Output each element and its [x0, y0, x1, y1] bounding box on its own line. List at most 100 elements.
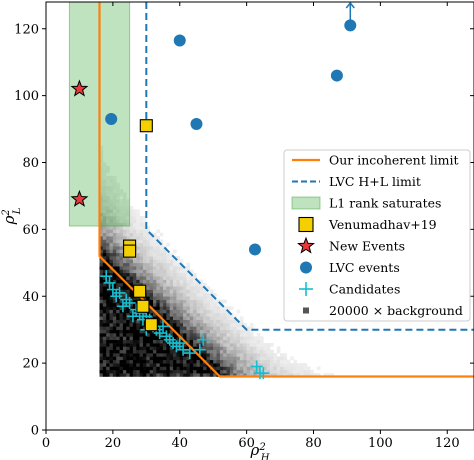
- background-cell: [213, 349, 217, 354]
- background-cell: [236, 356, 241, 361]
- background-cell: [219, 299, 224, 304]
- background-cell: [159, 272, 164, 277]
- legend-item-new_events: New Events: [297, 236, 405, 254]
- background-cell: [119, 369, 124, 374]
- background-cell: [303, 363, 308, 367]
- background-cell: [193, 306, 197, 310]
- background-cell: [156, 276, 160, 280]
- background-cell: [112, 232, 117, 237]
- background-cell: [296, 366, 301, 371]
- background-cell: [126, 205, 130, 210]
- background-cell: [132, 319, 137, 324]
- background-cell: [173, 346, 177, 351]
- background-cell: [236, 309, 241, 314]
- background-cell: [183, 359, 187, 364]
- background-cell: [136, 356, 140, 361]
- background-cell: [169, 302, 174, 307]
- background-cell: [229, 349, 234, 354]
- background-cell: [256, 363, 261, 367]
- background-cell: [286, 373, 291, 377]
- background-cell: [149, 266, 154, 270]
- background-cell: [99, 179, 104, 183]
- background-cell: [193, 296, 197, 300]
- background-cell: [99, 239, 104, 244]
- background-cell: [176, 266, 181, 270]
- background-cell: [126, 232, 130, 237]
- background-cell: [290, 373, 294, 377]
- background-cell: [209, 353, 214, 357]
- background-cell: [122, 276, 127, 280]
- background-cell: [179, 346, 184, 351]
- background-cell: [203, 306, 207, 310]
- background-cell: [122, 289, 127, 294]
- background-cell: [213, 323, 217, 327]
- background-cell: [183, 329, 187, 334]
- background-cell: [153, 312, 157, 317]
- background-cell: [193, 289, 197, 294]
- background-cell: [116, 333, 120, 337]
- background-cell: [126, 212, 130, 217]
- background-cell: [146, 286, 150, 290]
- background-cell: [126, 292, 130, 297]
- background-cell: [203, 353, 207, 357]
- background-cell: [102, 162, 107, 167]
- background-cell: [102, 222, 107, 227]
- background-cell: [306, 373, 311, 377]
- background-cell: [129, 343, 134, 347]
- background-cell: [213, 292, 217, 297]
- background-cell: [193, 282, 197, 287]
- background-cell: [112, 296, 117, 300]
- background-cell: [132, 356, 137, 361]
- background-cell: [122, 202, 127, 207]
- background-cell: [126, 349, 130, 354]
- background-cell: [159, 279, 164, 284]
- background-cell: [149, 363, 154, 367]
- background-cell: [99, 195, 104, 200]
- background-cell: [163, 266, 167, 270]
- background-cell: [173, 262, 177, 267]
- background-cell: [189, 306, 194, 310]
- background-cell: [159, 296, 164, 300]
- background-cell: [173, 359, 177, 364]
- venumadhav-marker: [133, 284, 147, 298]
- background-cell: [119, 312, 124, 317]
- background-cell: [186, 272, 191, 277]
- background-cell: [106, 326, 110, 330]
- background-cell: [122, 369, 127, 374]
- background-cell: [189, 292, 194, 297]
- background-cell: [179, 289, 184, 294]
- background-cell: [213, 346, 217, 351]
- background-cell: [206, 326, 211, 330]
- background-cell: [149, 246, 154, 250]
- background-cell: [139, 363, 144, 367]
- background-cell: [116, 222, 120, 227]
- background-cell: [132, 226, 137, 230]
- background-cell: [116, 226, 120, 230]
- background-cell: [112, 323, 117, 327]
- background-cell: [186, 359, 191, 364]
- background-cell: [136, 359, 140, 364]
- background-cell: [226, 353, 231, 357]
- background-cell: [226, 336, 231, 341]
- background-cell: [132, 266, 137, 270]
- background-cell: [223, 366, 227, 371]
- background-cell: [129, 319, 134, 324]
- background-cell: [149, 349, 154, 354]
- background-cell: [136, 373, 140, 377]
- background-cell: [256, 359, 261, 364]
- background-cell: [189, 316, 194, 320]
- background-cell: [163, 289, 167, 294]
- background-cell: [229, 333, 234, 337]
- background-cell: [203, 343, 207, 347]
- background-cell: [102, 195, 107, 200]
- background-cell: [106, 202, 110, 207]
- background-cell: [99, 236, 104, 240]
- background-cell: [233, 353, 237, 357]
- background-cell: [159, 306, 164, 310]
- background-cell: [219, 356, 224, 361]
- background-cell: [129, 226, 134, 230]
- background-cell: [129, 353, 134, 357]
- background-cell: [283, 366, 288, 371]
- background-cell: [146, 343, 150, 347]
